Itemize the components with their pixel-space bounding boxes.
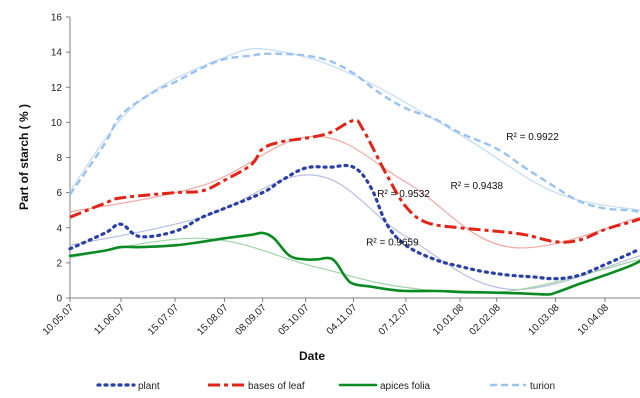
legend: plant bases of leaf apices folia turion: [96, 381, 555, 392]
y-axis-title: Part of starch ( % ): [17, 104, 31, 210]
x-tick-label: 07.12.07: [377, 302, 413, 338]
series-line-bases-of-leaf: [69, 118, 640, 244]
y-tick-label: 12: [51, 83, 63, 94]
y-tick-label: 0: [56, 294, 62, 305]
axes: [69, 17, 640, 299]
r-squared-labels: R² = 0.9922 R² = 0.9438 R² = 0.9532 R² = 0.…: [366, 132, 559, 248]
y-tick-label: 8: [56, 153, 62, 164]
legend-label-apices-folia: apices folia: [380, 381, 430, 392]
y-tick-label: 4: [56, 223, 62, 234]
x-tick-label: 10.01.08: [431, 302, 467, 338]
legend-label-bases-of-leaf: bases of leaf: [248, 381, 305, 392]
trendline-turion: [69, 48, 640, 211]
y-tick-label: 16: [51, 13, 63, 24]
legend-label-plant: plant: [138, 381, 160, 392]
r-squared-label: R² = 0.9922: [506, 132, 559, 143]
y-tick-label: 6: [56, 188, 62, 199]
y-tick-label: 14: [51, 48, 63, 59]
r-squared-label: R² = 0.9532: [377, 189, 430, 200]
legend-label-turion: turion: [530, 381, 555, 392]
r-squared-label: R² = 0.9659: [366, 237, 419, 248]
y-tick-label: 2: [56, 258, 62, 269]
series-line-plant: [68, 163, 640, 281]
y-tick-label: 10: [51, 118, 63, 129]
trendlines: [69, 48, 640, 294]
x-tick-label: 10.03.08: [526, 302, 562, 338]
x-tick-label: 15.08.07: [195, 302, 231, 338]
y-axis-ticks: 0 2 4 6 8 10 12 14 16: [51, 13, 70, 305]
x-axis-title: Date: [299, 349, 325, 363]
x-tick-label: 08.09.07: [234, 302, 270, 338]
x-tick-label: 10.05.07: [41, 302, 77, 338]
x-tick-label: 04.11.07: [325, 302, 360, 337]
x-tick-label: 11.06.07: [92, 302, 127, 337]
r-squared-label: R² = 0.9438: [451, 181, 504, 192]
x-tick-label: 02.02.08: [468, 302, 504, 338]
trendline-bases-of-leaf: [69, 135, 640, 249]
series-line-turion: [69, 52, 640, 214]
series-line-apices-folia: [68, 231, 640, 296]
trendline-apices-folia: [69, 237, 640, 294]
x-tick-label: 05.10.07: [276, 302, 312, 338]
data-series: [68, 52, 640, 296]
x-tick-label: 10.04.08: [576, 302, 612, 338]
x-tick-label: 15.07.07: [146, 302, 182, 338]
x-axis-ticks: 10.05.07 11.06.07 15.07.07 15.08.07 08.09.07…: [41, 298, 612, 338]
